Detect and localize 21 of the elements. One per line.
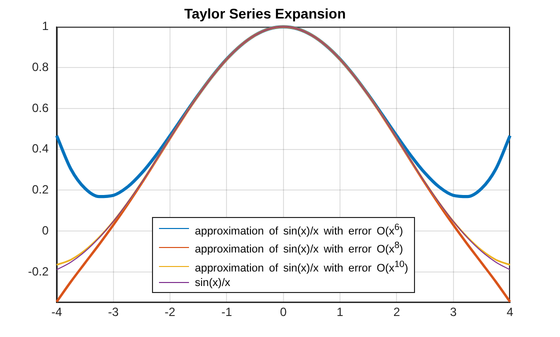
x-tick-label: -3 — [108, 305, 120, 320]
x-tick-label: 1 — [336, 305, 344, 320]
x-tick-label: 0 — [280, 305, 287, 320]
x-tick-label: -1 — [221, 305, 232, 320]
y-tick-label: 0 — [42, 223, 49, 238]
x-tick-label: 3 — [450, 305, 457, 320]
x-tick-label: 4 — [506, 305, 514, 320]
y-tick-label: 0.4 — [32, 142, 49, 156]
legend-label: approximation of sin(x)/x with error O(x$^{8}$) — [194, 239, 404, 257]
x-tick-label: -2 — [164, 305, 176, 320]
y-tick-label: -0.2 — [28, 264, 49, 278]
x-tick-label: 2 — [393, 305, 400, 320]
y-tick-label: 0.6 — [32, 100, 49, 115]
y-tick-label: 1 — [42, 19, 49, 34]
chart-title: Taylor Series Expansion — [184, 5, 346, 22]
x-tick-label: -4 — [51, 305, 62, 320]
legend-label: approximation of sin(x)/x with error O(x$^{6}$) — [194, 220, 404, 238]
y-tick-label: 0.8 — [32, 60, 49, 74]
legend-label: sin(x)/x — [194, 276, 230, 290]
y-tick-label: 0.2 — [32, 182, 49, 197]
legend-label: approximation of sin(x)/x with error O(x$^{10}$) — [194, 258, 408, 276]
